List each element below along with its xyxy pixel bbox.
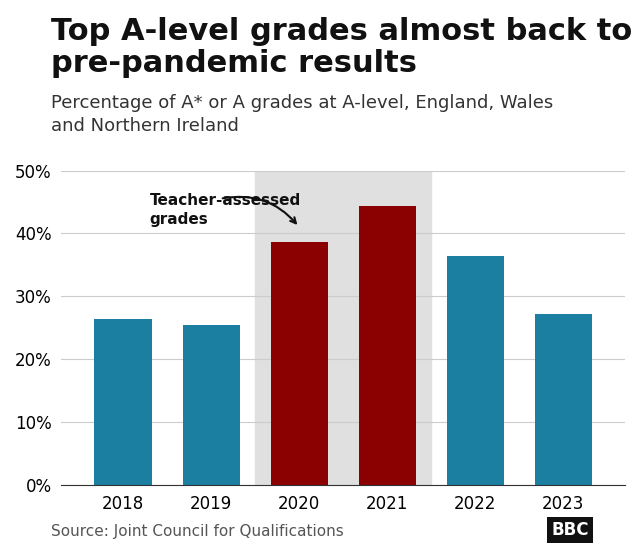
Bar [271,242,328,485]
Text: Teacher-assessed
grades: Teacher-assessed grades [150,192,301,227]
Bar [358,206,416,485]
Text: Source: Joint Council for Qualifications: Source: Joint Council for Qualifications [51,524,344,539]
Bar [182,324,240,485]
Text: Top A-level grades almost back to: Top A-level grades almost back to [51,16,632,46]
Text: Percentage of A* or A grades at A-level, England, Wales
and Northern Ireland: Percentage of A* or A grades at A-level,… [51,94,554,135]
Text: pre-pandemic results: pre-pandemic results [51,50,417,79]
Bar [255,170,431,485]
Bar [447,256,504,485]
Bar [95,319,152,485]
Bar [535,314,592,485]
Text: BBC: BBC [551,521,589,539]
